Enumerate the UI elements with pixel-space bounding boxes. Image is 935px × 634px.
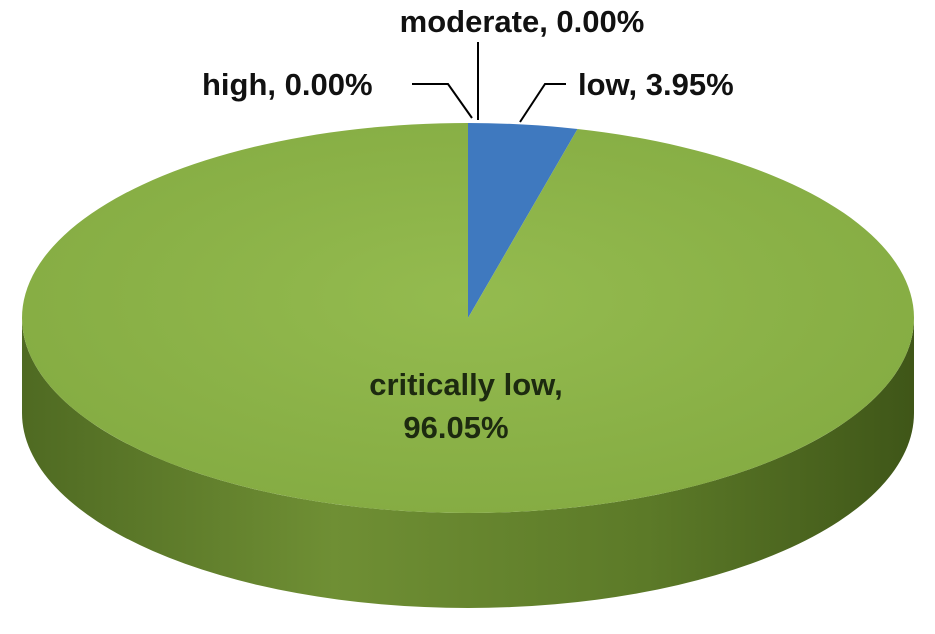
label-moderate: moderate, 0.00%	[400, 4, 645, 39]
pie-side-wall	[22, 318, 914, 608]
label-high: high, 0.00%	[202, 67, 373, 102]
leader-line-high	[412, 83, 473, 119]
label-critically-low-line1: critically low,	[369, 367, 563, 402]
pie-slice-critically-low	[21, 123, 915, 513]
pie-side-critically-low	[22, 318, 914, 608]
leader-lines	[412, 42, 566, 123]
leader-line-low	[519, 83, 566, 123]
label-low: low, 3.95%	[578, 67, 734, 102]
pie-slice-low	[468, 123, 578, 318]
pie-top	[21, 123, 915, 513]
label-critically-low-value: 96.05%	[403, 410, 508, 445]
